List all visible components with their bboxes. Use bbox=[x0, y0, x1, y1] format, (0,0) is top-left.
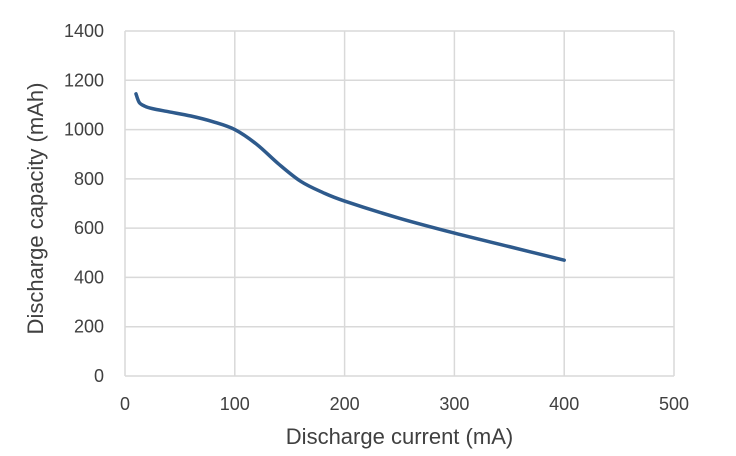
y-tick-labels: 0 200 400 600 800 1000 1200 1400 bbox=[64, 21, 104, 386]
y-tick-label: 0 bbox=[94, 366, 104, 386]
x-tick-label: 500 bbox=[659, 394, 689, 414]
x-tick-label: 200 bbox=[330, 394, 360, 414]
y-tick-label: 400 bbox=[74, 267, 104, 287]
series-line bbox=[134, 92, 566, 262]
x-axis-title: Discharge current (mA) bbox=[286, 424, 513, 449]
y-tick-label: 800 bbox=[74, 169, 104, 189]
y-tick-label: 1200 bbox=[64, 70, 104, 90]
y-tick-label: 1000 bbox=[64, 120, 104, 140]
y-tick-label: 1400 bbox=[64, 21, 104, 41]
series-layer bbox=[134, 92, 566, 262]
x-tick-label: 400 bbox=[549, 394, 579, 414]
x-tick-label: 100 bbox=[220, 394, 250, 414]
y-tick-label: 200 bbox=[74, 317, 104, 337]
y-tick-label: 600 bbox=[74, 218, 104, 238]
x-tick-label: 300 bbox=[439, 394, 469, 414]
grid bbox=[124, 30, 675, 377]
x-tick-labels: 0 100 200 300 400 500 bbox=[120, 394, 689, 414]
y-axis-title: Discharge capacity (mAh) bbox=[23, 83, 48, 335]
x-tick-label: 0 bbox=[120, 394, 130, 414]
